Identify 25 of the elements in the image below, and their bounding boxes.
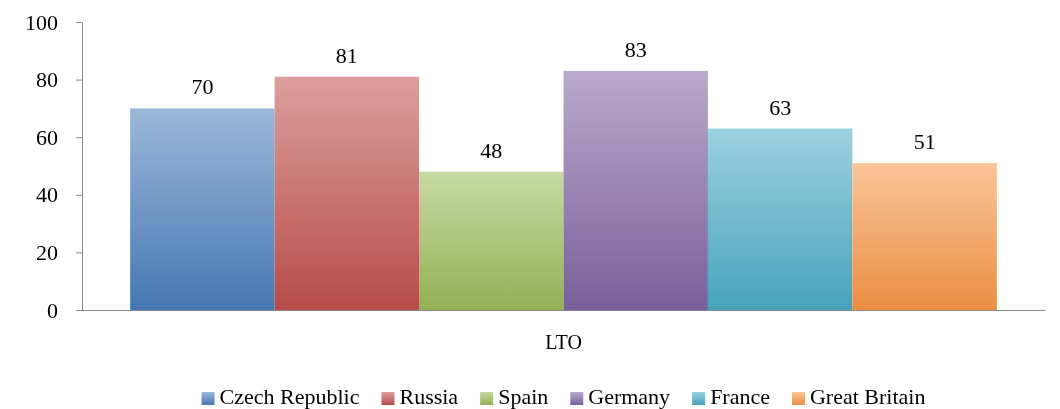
legend-label: Great Britain [809, 384, 926, 409]
y-tick-label: 40 [36, 182, 58, 208]
data-label: 63 [769, 94, 792, 120]
data-label: 83 [624, 36, 647, 62]
y-tick-label: 60 [36, 124, 58, 150]
data-label: 81 [335, 42, 358, 68]
data-label: 70 [191, 74, 214, 100]
y-tick-label: 20 [36, 239, 58, 265]
data-label: 48 [480, 137, 503, 163]
bar [852, 163, 997, 310]
data-label: 51 [913, 129, 936, 155]
y-tick-label: 100 [25, 9, 58, 35]
bar [130, 108, 275, 310]
bar [707, 128, 853, 310]
bar [563, 70, 708, 310]
legend-label: Spain [498, 384, 549, 409]
bar [274, 76, 420, 310]
legend-label: Czech Republic [219, 384, 360, 409]
y-tick-label: 0 [47, 297, 58, 323]
legend-label: Russia [399, 384, 459, 409]
legend-label: Germany [588, 384, 671, 409]
bar [419, 171, 564, 310]
x-tick-label: LTO [545, 331, 582, 353]
y-tick-label: 80 [36, 67, 58, 93]
legend-label: France [710, 384, 770, 409]
